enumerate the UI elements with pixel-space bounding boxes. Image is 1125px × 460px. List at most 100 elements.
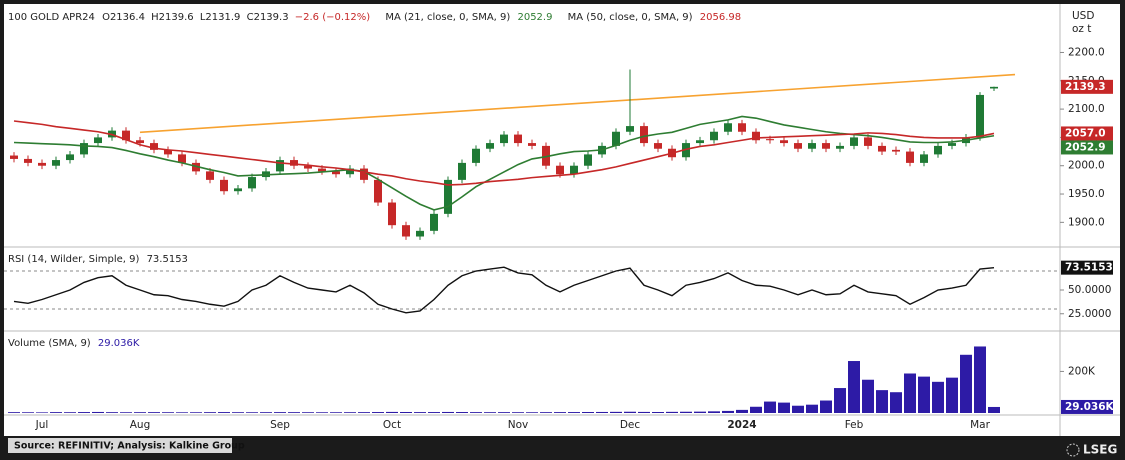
volume-bar <box>358 412 370 413</box>
volume-bar <box>498 412 510 413</box>
legend-name: MA (21, close, 0, SMA, 9) <box>385 12 510 23</box>
volume-bar <box>8 412 20 413</box>
volume-bar <box>946 377 958 413</box>
price-tag <box>1061 399 1113 414</box>
candle-body <box>528 143 536 146</box>
legend-value: 2052.9 <box>517 12 552 23</box>
volume-bar <box>596 411 608 413</box>
volume-bar <box>792 405 804 413</box>
x-tick-label: Aug <box>130 419 151 431</box>
plot-background <box>4 4 1120 436</box>
candle-body <box>66 154 74 161</box>
candle-body <box>836 145 844 149</box>
volume-bar <box>736 409 748 413</box>
candle-body <box>626 126 634 132</box>
logo-icon <box>1066 443 1080 457</box>
volume-bar <box>918 376 930 413</box>
candle-body <box>794 143 802 149</box>
volume-bar <box>652 412 664 413</box>
candle-body <box>934 145 942 155</box>
volume-bar <box>50 412 62 413</box>
candle-body <box>654 143 662 149</box>
volume-bar <box>582 412 594 413</box>
y-tick-label: 1950.0 <box>1068 188 1105 200</box>
volume-bar <box>162 412 174 413</box>
volume-bar <box>708 411 720 413</box>
candle-body <box>122 130 130 141</box>
volume-bar <box>344 412 356 413</box>
candle-body <box>360 168 368 180</box>
candle-body <box>892 149 900 152</box>
volume-bar <box>22 412 34 413</box>
candle-body <box>472 148 480 163</box>
volume-bar <box>820 400 832 413</box>
x-tick-label: Sep <box>270 419 290 431</box>
volume-bar <box>442 411 454 413</box>
volume-bar <box>834 388 846 413</box>
candle-body <box>710 131 718 141</box>
y-tick-label: 1900.0 <box>1068 216 1105 228</box>
candle-body <box>682 143 690 158</box>
volume-bar <box>148 412 160 413</box>
candle-body <box>192 162 200 172</box>
volume-bar <box>526 412 538 413</box>
candle-body <box>430 213 438 231</box>
candle-body <box>304 165 312 169</box>
candle-body <box>766 139 774 141</box>
candle-body <box>290 160 298 166</box>
volume-bar <box>694 411 706 413</box>
y-tick-label: 2000.0 <box>1068 160 1105 172</box>
y-tick-label: 2200.0 <box>1068 46 1105 58</box>
volume-bar <box>540 412 552 413</box>
candle-body <box>388 202 396 226</box>
volume-bar <box>456 412 468 413</box>
volume-bar <box>484 412 496 413</box>
volume-bar <box>974 346 986 413</box>
candle-body <box>458 162 466 180</box>
y-tick-label: 50.0000 <box>1068 284 1111 296</box>
candle-body <box>80 143 88 155</box>
candle-body <box>178 154 186 163</box>
volume-bar <box>302 412 314 413</box>
candle-body <box>206 171 214 180</box>
price-tag-label: 2052.9 <box>1065 141 1106 153</box>
candle-body <box>542 145 550 166</box>
ohlc-label: L2131.9 <box>200 12 241 23</box>
volume-bar <box>120 412 132 413</box>
legend-value: 2056.98 <box>700 12 741 23</box>
rsi-title: RSI (14, Wilder, Simple, 9) <box>8 254 139 265</box>
volume-bar <box>134 412 146 413</box>
price-tag-label: 2057.0 <box>1065 127 1106 139</box>
volume-bar <box>680 411 692 413</box>
volume-value: 29.036K <box>98 338 140 349</box>
ohlc-label: O2136.4 <box>102 12 145 23</box>
volume-bar <box>36 412 48 413</box>
unit-label: USD <box>1072 10 1094 22</box>
candle-body <box>136 140 144 144</box>
source-box <box>8 438 232 453</box>
candle-body <box>976 94 984 138</box>
candle-body <box>640 126 648 144</box>
price-tag-label: 29.036K <box>1065 401 1115 413</box>
volume-bar <box>904 373 916 413</box>
volume-bar <box>778 402 790 413</box>
candle-body <box>724 123 732 132</box>
volume-bar <box>232 412 244 413</box>
x-tick-label: Jul <box>35 419 49 431</box>
volume-bar <box>722 410 734 413</box>
volume-title: Volume (SMA, 9) <box>8 338 91 349</box>
instrument-title: 100 GOLD APR24 <box>8 12 95 23</box>
candle-body <box>276 160 284 172</box>
volume-bar <box>470 412 482 413</box>
source-text: Source: REFINITIV; Analysis: Kalkine Gro… <box>14 441 245 452</box>
candle-body <box>486 143 494 149</box>
y-tick-label: 2100.0 <box>1068 103 1105 115</box>
candle-body <box>318 168 326 172</box>
x-tick-label: Mar <box>970 419 990 431</box>
volume-bar <box>260 412 272 413</box>
volume-bar <box>330 412 342 413</box>
volume-bar <box>204 412 216 413</box>
candle-body <box>38 162 46 166</box>
price-tag <box>1061 260 1113 275</box>
